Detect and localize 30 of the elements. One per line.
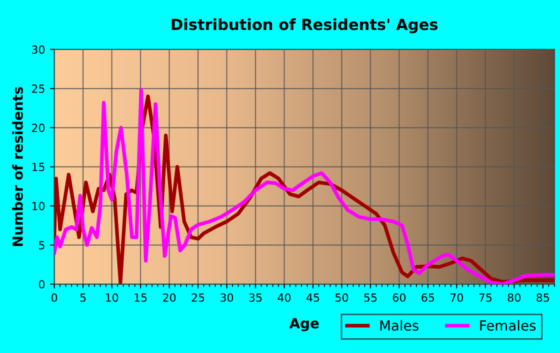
legend-label: Females [480, 320, 536, 331]
y-tick-label: 25 [32, 84, 44, 93]
y-tick-label: 15 [32, 162, 44, 172]
y-tick-label: 10 [32, 202, 45, 210]
x-tick-label: 15 [134, 294, 147, 302]
x-tick-label: 70 [450, 293, 464, 302]
chart-title: Distribution of Residents' Ages [172, 18, 438, 34]
x-tick-label: 10 [106, 293, 118, 302]
x-tick-label: 30 [220, 293, 234, 302]
x-tick-label: 60 [392, 293, 406, 302]
x-tick-label: 75 [479, 294, 492, 302]
x-axis-title: Age [289, 318, 319, 332]
legend-label: Males [380, 320, 418, 331]
x-tick-label: 5 [80, 294, 86, 302]
x-tick-label: 80 [508, 293, 520, 302]
x-tick-label: 65 [422, 293, 434, 302]
x-tick-label: 45 [306, 294, 320, 302]
x-tick-label: 40 [278, 293, 291, 302]
x-tick-label: 0 [52, 293, 58, 302]
x-tick-label: 25 [192, 293, 204, 302]
y-axis-title: Number of residents [12, 87, 23, 246]
x-tick-label: 35 [249, 293, 262, 302]
x-tick-label: 55 [364, 294, 377, 302]
y-tick-label: 20 [32, 124, 45, 132]
y-tick-label: 5 [39, 241, 44, 250]
x-tick-label: 50 [336, 293, 348, 302]
x-tick-label: 20 [163, 293, 176, 302]
y-tick-label: 0 [38, 280, 45, 289]
x-tick-label: 85 [536, 293, 550, 302]
y-tick-label: 30 [32, 45, 45, 54]
